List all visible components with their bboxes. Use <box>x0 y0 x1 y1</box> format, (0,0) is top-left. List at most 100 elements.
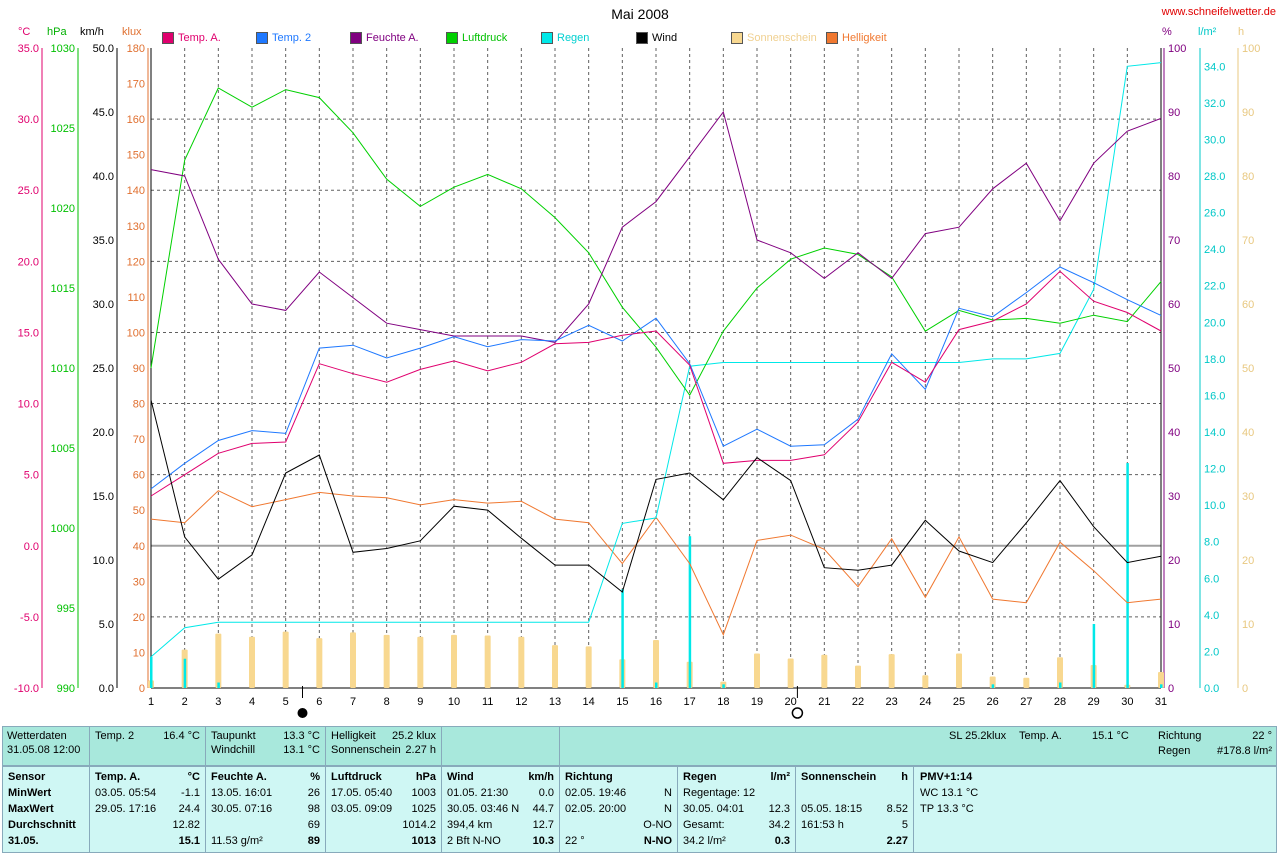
tick-label-klux: 170 <box>127 79 145 91</box>
tick-label-klux: 110 <box>127 292 145 304</box>
tempa-unit: °C <box>187 771 200 783</box>
tick-label-rain: 4.0 <box>1204 610 1219 622</box>
series-line-wind <box>150 399 1162 593</box>
tick-label-rain: 30.0 <box>1204 134 1225 146</box>
x-tick-label: 14 <box>583 696 595 708</box>
new-moon-icon <box>297 708 308 718</box>
x-tick-label: 26 <box>987 696 999 708</box>
tick-label-rain: 18.0 <box>1204 354 1225 366</box>
wind-min-time: 01.05. 21:30 <box>447 787 509 799</box>
sonne-avg: 5 <box>901 819 908 831</box>
feuchte-max: 98 <box>307 803 320 815</box>
hell-value: 25.2 klux <box>391 730 436 742</box>
feuchte-avg: 69 <box>307 819 320 831</box>
tick-label-humidity: 40 <box>1168 427 1180 439</box>
x-tick-label: 5 <box>283 696 289 708</box>
temp2-value: 16.4 °C <box>163 730 200 742</box>
temp2-label: Temp. 2 <box>95 730 135 742</box>
legend-label: Sonnenschein <box>747 32 817 44</box>
stats-panel <box>2 766 1277 853</box>
weather-chart: 35.030.025.020.015.010.05.00.0-5.0-10.01… <box>14 43 1260 719</box>
sonne-total: 161:53 h <box>801 819 844 831</box>
legend-label: Temp. A. <box>178 32 221 44</box>
x-tick-label: 13 <box>549 696 561 708</box>
unit-hours: h <box>1238 26 1245 38</box>
sensor-head: Sensor <box>8 771 46 783</box>
legend-swatch-icon <box>826 32 838 44</box>
rain-bar <box>1092 624 1096 688</box>
series-line-feuchte-a- <box>150 110 1162 343</box>
legend-swatch-icon <box>446 32 458 44</box>
tempa-min: -1.1 <box>181 787 200 799</box>
unit-percent: % <box>1162 26 1172 38</box>
tempa-today: 15.1 <box>178 835 200 847</box>
wind-today: 10.3 <box>532 835 554 847</box>
tick-label-klux: 70 <box>133 434 145 446</box>
sensor-today: 31.05. <box>8 835 39 847</box>
sun-bar <box>653 640 659 688</box>
tick-label-sun: 0 <box>1242 683 1248 695</box>
tick-label-wind: 35.0 <box>93 235 114 247</box>
legend-label: Luftdruck <box>462 32 508 44</box>
wind-min: 0.0 <box>538 787 554 799</box>
taupunkt-value: 13.3 °C <box>283 730 320 742</box>
regen-tage: Regentage: 12 <box>683 787 756 799</box>
x-tick-label: 2 <box>182 696 188 708</box>
luftdruck-head: Luftdruck <box>331 771 382 783</box>
legend-swatch-icon <box>350 32 362 44</box>
x-tick-label: 20 <box>785 696 797 708</box>
tick-label-klux: 60 <box>133 470 145 482</box>
x-tick-label: 22 <box>852 696 864 708</box>
tick-label-humidity: 30 <box>1168 491 1180 503</box>
legend-item-hell: Helligkeit <box>826 30 887 46</box>
sun-bar <box>249 636 255 688</box>
wind-max: 44.7 <box>532 803 554 815</box>
legend-swatch-icon <box>636 32 648 44</box>
sun-bar <box>821 654 828 688</box>
stats-sensor: Sensor MinWert MaxWert Durchschnitt 31.0… <box>8 770 88 848</box>
tick-label-wind: 50.0 <box>93 43 114 55</box>
tick-label-wind: 30.0 <box>93 299 114 311</box>
regen-max-time: 30.05. 04:01 <box>683 803 745 815</box>
tick-label-rain: 28.0 <box>1204 171 1225 183</box>
richtung-head: Richtung <box>565 771 613 783</box>
tick-label-temp: -10.0 <box>14 683 39 695</box>
unit-hpa: hPa <box>47 26 67 38</box>
tick-label-humidity: 50 <box>1168 363 1180 375</box>
richtung-label: Richtung <box>1158 730 1202 742</box>
x-tick-label: 6 <box>316 696 322 708</box>
tick-label-klux: 0 <box>139 683 145 695</box>
sun-bar <box>1057 657 1063 688</box>
tick-label-sun: 100 <box>1242 43 1260 55</box>
tempa-avg: 12.82 <box>172 819 200 831</box>
current-wetterdaten: Wetterdaten 31.05.08 12:00 <box>7 729 87 757</box>
richtung-min: N <box>664 787 672 799</box>
tick-label-sun: 70 <box>1242 235 1254 247</box>
richtung-max: N <box>664 803 672 815</box>
stats-richtung: Richtung 02.05. 19:46 N 02.05. 20:00 N O-N… <box>559 766 677 853</box>
tick-label-rain: 12.0 <box>1204 464 1225 476</box>
richtung-deg: 22 ° <box>565 835 585 847</box>
tick-label-wind: 15.0 <box>93 491 114 503</box>
x-tick-label: 29 <box>1088 696 1100 708</box>
wind-head: Wind <box>447 771 474 783</box>
tick-label-wind: 10.0 <box>93 555 114 567</box>
feuchte-unit: % <box>310 771 320 783</box>
x-tick-label: 4 <box>249 696 255 708</box>
tick-label-sun: 50 <box>1242 363 1254 375</box>
sun-bar <box>888 654 895 688</box>
site-link[interactable]: www.schneifelwetter.de <box>1161 6 1276 18</box>
tick-label-pressure: 1000 <box>51 523 75 535</box>
tick-label-sun: 90 <box>1242 107 1254 119</box>
tick-label-rain: 22.0 <box>1204 281 1225 293</box>
richtung-today: N-NO <box>643 835 672 847</box>
sun-bar <box>754 653 760 688</box>
sun-bar <box>350 632 356 688</box>
tick-label-klux: 180 <box>127 43 145 55</box>
tick-label-klux: 140 <box>127 185 145 197</box>
tick-label-humidity: 60 <box>1168 299 1180 311</box>
tick-label-humidity: 100 <box>1168 43 1186 55</box>
x-tick-label: 31 <box>1155 696 1167 708</box>
luftdruck-max: 1025 <box>411 803 436 815</box>
tick-label-pressure: 990 <box>57 683 75 695</box>
